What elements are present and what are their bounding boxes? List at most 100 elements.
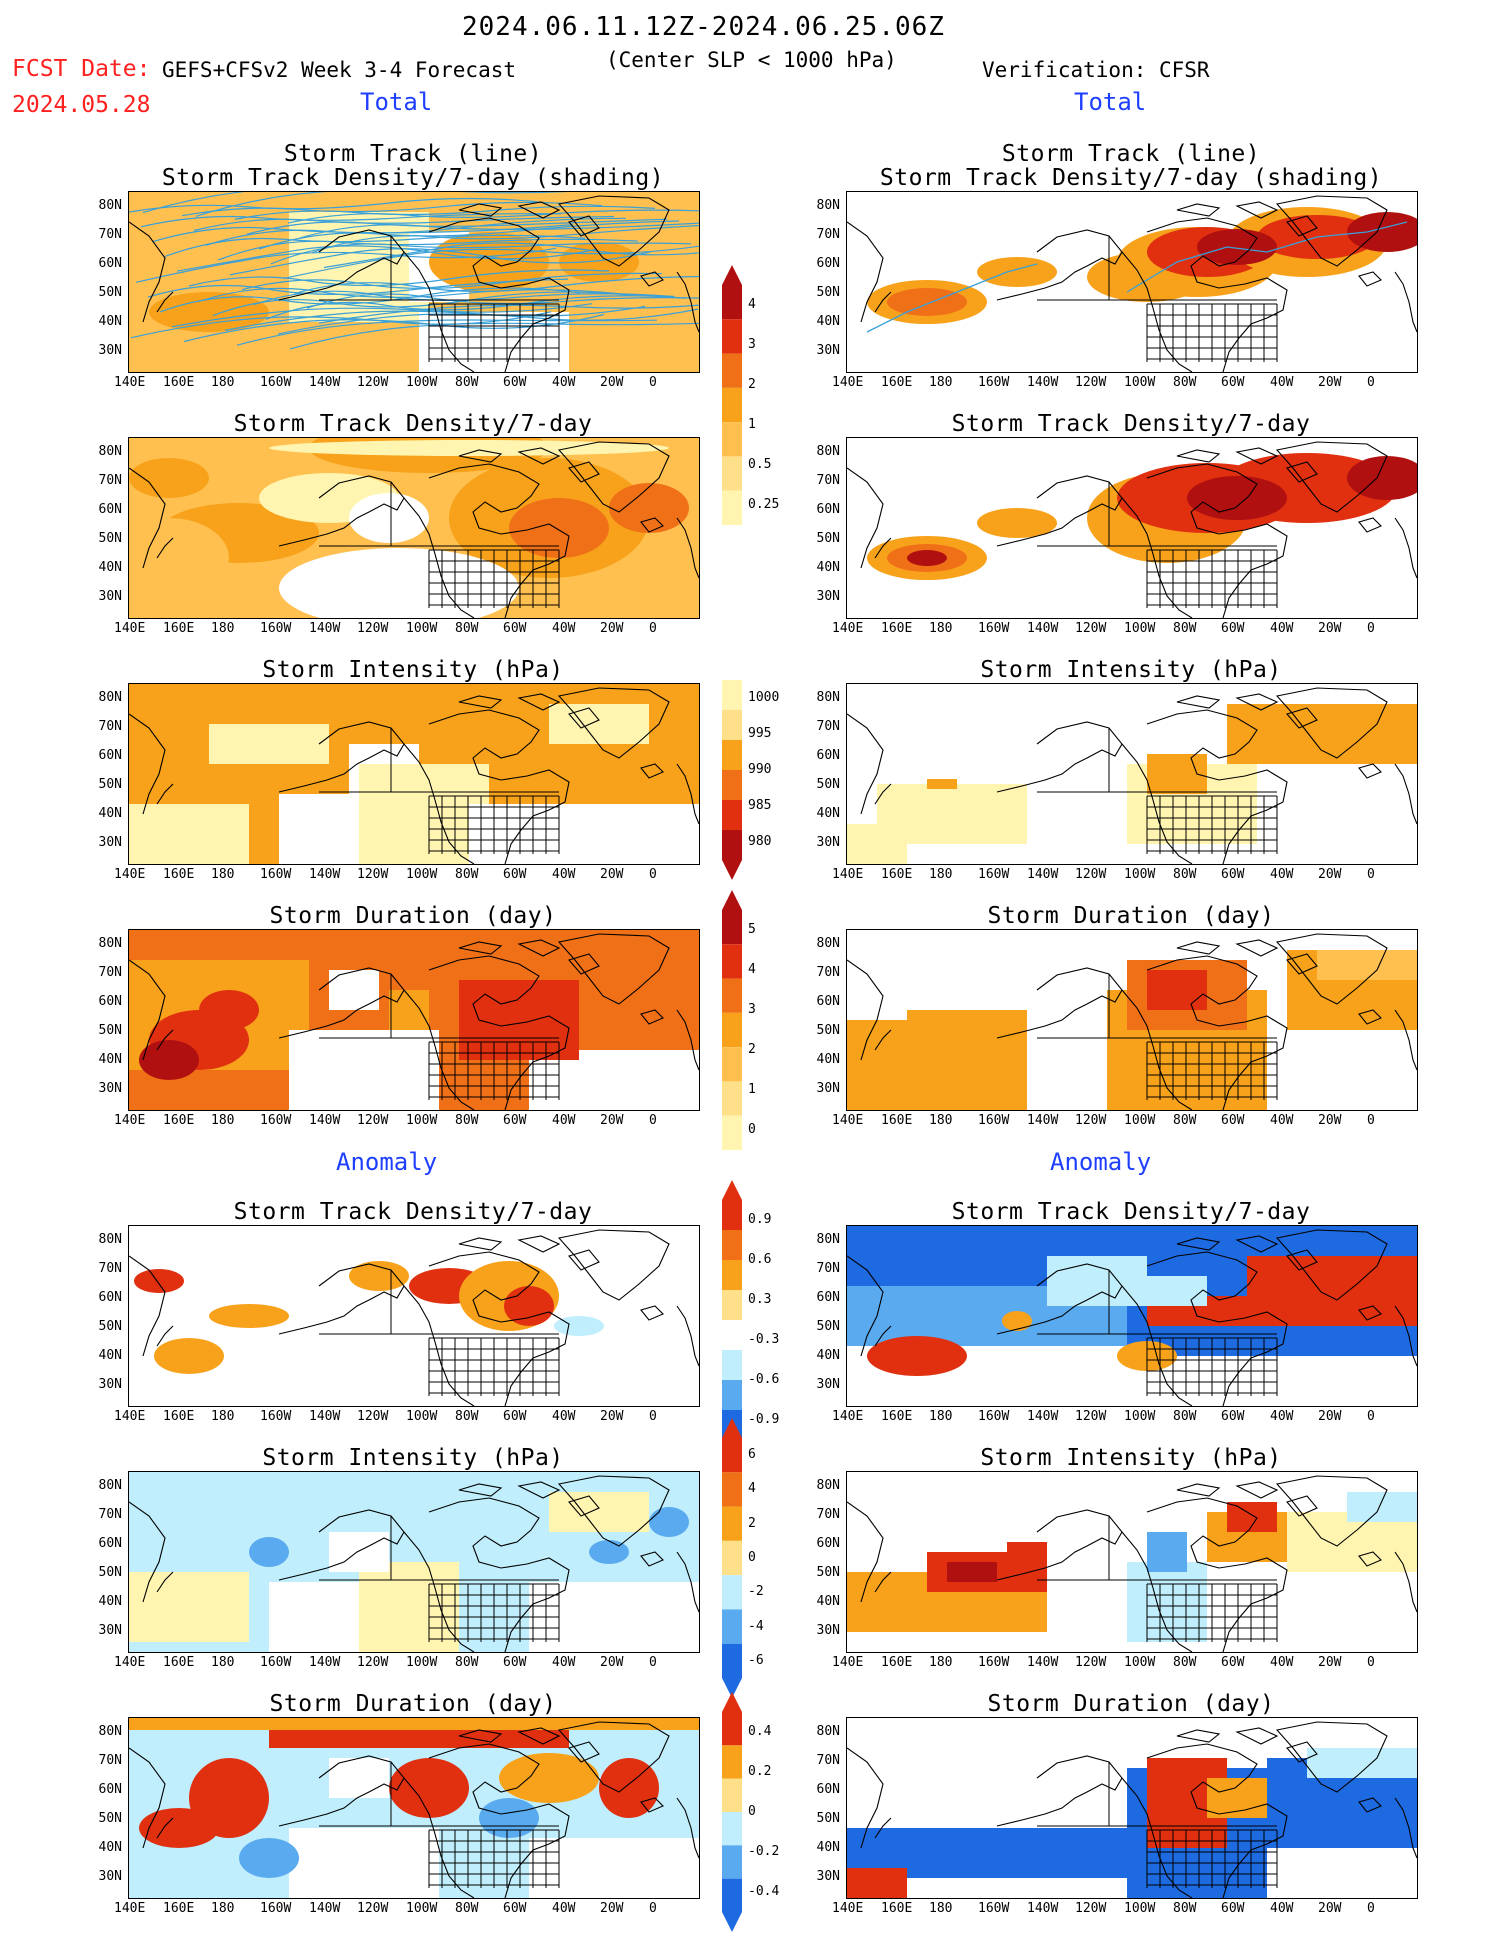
panel-title: Storm Intensity (hPa) [980, 1445, 1282, 1471]
lat-tick-label: 60N [98, 1536, 122, 1551]
lon-tick-label: 120W [1075, 1409, 1107, 1424]
colorbar-label: 3 [748, 1002, 756, 1017]
date-range-title: 2024.06.11.12Z-2024.06.25.06Z [462, 12, 945, 42]
lon-tick-label: 0 [1367, 1409, 1375, 1424]
lat-tick-label: 50N [98, 1811, 122, 1826]
colorbar-intensity_total [722, 660, 742, 884]
lon-tick-label: 80W [1173, 1901, 1197, 1916]
lon-tick-label: 120W [357, 1409, 389, 1424]
lat-tick-label: 50N [98, 1319, 122, 1334]
colorbar-label: 2 [748, 1515, 756, 1531]
lon-tick-label: 100W [1124, 1655, 1156, 1670]
colorbar-label: 6 [748, 1447, 756, 1463]
lat-tick-label: 50N [98, 1023, 122, 1038]
lon-tick-label: 180 [929, 1655, 953, 1670]
lat-tick-label: 40N [816, 1052, 840, 1067]
lon-tick-label: 20W [1318, 621, 1342, 636]
lon-tick-label: 40W [552, 1655, 576, 1670]
lon-tick-label: 100W [406, 1409, 438, 1424]
lon-tick-label: 0 [1367, 1113, 1375, 1128]
map-panel [846, 1471, 1418, 1653]
lon-tick-label: 20W [1318, 1113, 1342, 1128]
lat-tick-label: 40N [98, 1348, 122, 1363]
colorbar-label: -6 [748, 1652, 764, 1668]
lon-tick-label: 0 [1367, 1655, 1375, 1670]
lon-tick-label: 140E [832, 621, 864, 636]
map-panel [846, 1717, 1418, 1899]
lat-tick-label: 40N [816, 806, 840, 821]
colorbar-label: 995 [748, 726, 772, 741]
lon-tick-label: 20W [600, 867, 624, 882]
colorbar-label: 2 [748, 377, 756, 392]
lat-tick-label: 70N [816, 1507, 840, 1522]
lon-tick-label: 140W [309, 1901, 341, 1916]
lon-tick-label: 160W [978, 621, 1010, 636]
lat-tick-label: 50N [98, 1565, 122, 1580]
lon-tick-label: 140W [1027, 375, 1059, 390]
lon-tick-label: 180 [211, 1655, 235, 1670]
lat-tick-label: 60N [816, 1290, 840, 1305]
lon-tick-label: 160W [260, 867, 292, 882]
panel-title: Storm Track Density/7-day [951, 411, 1311, 437]
lon-tick-label: 140E [114, 867, 146, 882]
map-field [129, 684, 699, 864]
lon-tick-label: 40W [1270, 375, 1294, 390]
lon-tick-label: 160E [163, 375, 195, 390]
lon-tick-label: 0 [649, 1409, 657, 1424]
lon-tick-label: 20W [600, 375, 624, 390]
lon-tick-label: 20W [600, 1409, 624, 1424]
lon-tick-label: 160E [881, 1409, 913, 1424]
colorbar-label: -4 [748, 1618, 764, 1634]
lon-tick-label: 80W [455, 1655, 479, 1670]
lat-tick-label: 30N [816, 835, 840, 850]
lon-tick-label: 160E [881, 1113, 913, 1128]
lon-tick-label: 0 [649, 1655, 657, 1670]
lon-tick-label: 40W [1270, 1901, 1294, 1916]
lon-tick-label: 100W [406, 621, 438, 636]
lon-tick-label: 120W [1075, 1901, 1107, 1916]
lon-tick-label: 160E [881, 1655, 913, 1670]
lon-tick-label: 180 [929, 375, 953, 390]
lon-tick-label: 140E [114, 1113, 146, 1128]
colorbar-duration_total [722, 890, 742, 1174]
map-field [847, 195, 1417, 372]
lon-tick-label: 160E [163, 1655, 195, 1670]
lon-tick-label: 120W [357, 1113, 389, 1128]
colorbar-label: 0 [748, 1804, 756, 1819]
map-panel [846, 1225, 1418, 1407]
map-panel [128, 683, 700, 865]
lon-tick-label: 0 [649, 621, 657, 636]
map-field [847, 1721, 1417, 1898]
lon-tick-label: 100W [406, 867, 438, 882]
lat-tick-label: 70N [816, 719, 840, 734]
lon-tick-label: 180 [929, 1409, 953, 1424]
lon-tick-label: 60W [503, 1409, 527, 1424]
colorbar-label: 990 [748, 762, 772, 777]
lat-tick-label: 50N [816, 285, 840, 300]
lon-tick-label: 60W [503, 375, 527, 390]
map-field [847, 1226, 1417, 1406]
map-field [847, 687, 1417, 864]
lon-tick-label: 160W [978, 375, 1010, 390]
lat-tick-label: 30N [816, 1623, 840, 1638]
lon-tick-label: 160W [978, 1655, 1010, 1670]
lat-tick-label: 40N [816, 560, 840, 575]
lon-tick-label: 120W [357, 867, 389, 882]
lon-tick-label: 80W [1173, 1409, 1197, 1424]
lon-tick-label: 100W [406, 1113, 438, 1128]
lat-tick-label: 70N [98, 719, 122, 734]
lon-tick-label: 180 [929, 867, 953, 882]
lat-tick-label: 30N [98, 343, 122, 358]
map-field [129, 1718, 699, 1898]
model-label: GEFS+CFSv2 Week 3-4 Forecast [162, 58, 517, 82]
lon-tick-label: 20W [600, 1901, 624, 1916]
lon-tick-label: 0 [649, 867, 657, 882]
lon-tick-label: 180 [929, 1113, 953, 1128]
colorbar-duration_anom [722, 1692, 742, 1936]
lon-tick-label: 60W [1221, 1113, 1245, 1128]
lon-tick-label: 140W [1027, 1901, 1059, 1916]
lon-tick-label: 140W [1027, 1113, 1059, 1128]
lon-tick-label: 60W [1221, 621, 1245, 636]
map-panel [128, 191, 700, 373]
colorbar-density_total [722, 265, 742, 549]
